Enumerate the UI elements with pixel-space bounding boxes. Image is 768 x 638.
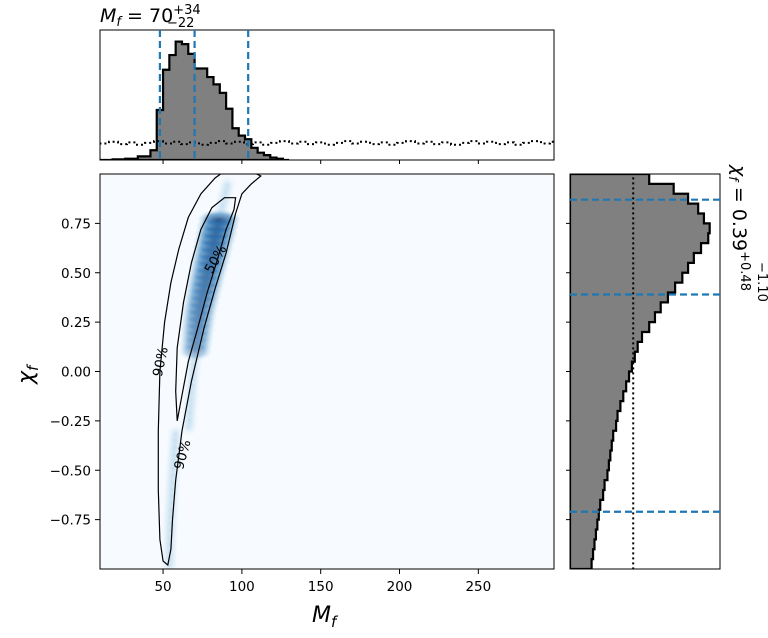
y-tick-label: 0.00 — [61, 365, 91, 381]
contour-90 — [157, 174, 262, 567]
x-tick-label: 250 — [465, 579, 491, 595]
x-tick-label: 150 — [308, 579, 334, 595]
spin-posterior-histogram — [570, 174, 711, 569]
y-tick-label: 0.75 — [61, 216, 91, 232]
mass-title-lower-error: −22 — [167, 16, 194, 31]
x-axis-title: Mf — [312, 603, 339, 631]
spin-title: χf = 0.39+0.48 — [725, 164, 752, 291]
x-tick-label: 100 — [229, 579, 255, 595]
spin-histogram-panel — [566, 173, 721, 570]
y-tick-label: −0.75 — [50, 513, 91, 529]
contour-label: 90% — [171, 438, 194, 471]
spin-prior-line — [632, 174, 635, 569]
y-axis-title: χf — [14, 363, 42, 385]
x-tick-label: 50 — [154, 579, 171, 595]
contour-label: 90% — [150, 345, 172, 378]
y-tick-label: −0.50 — [50, 463, 91, 479]
mass-title: Mf = 70+34 — [100, 3, 201, 30]
y-tick-label: −0.25 — [50, 414, 91, 430]
density-shading — [160, 174, 242, 569]
mass-histogram-panel — [99, 29, 555, 164]
x-tick-label: 200 — [387, 579, 413, 595]
y-tick-label: 0.50 — [61, 266, 91, 282]
y-tick-label: 0.25 — [61, 315, 91, 331]
contour-50 — [175, 197, 237, 422]
joint-density-panel: 90%90%50% 50 100 150 200 250 −0.75−0.50−0.25… — [50, 173, 555, 595]
density-cell — [218, 174, 237, 195]
spin-title-lower-error: −1.10 — [754, 262, 768, 302]
